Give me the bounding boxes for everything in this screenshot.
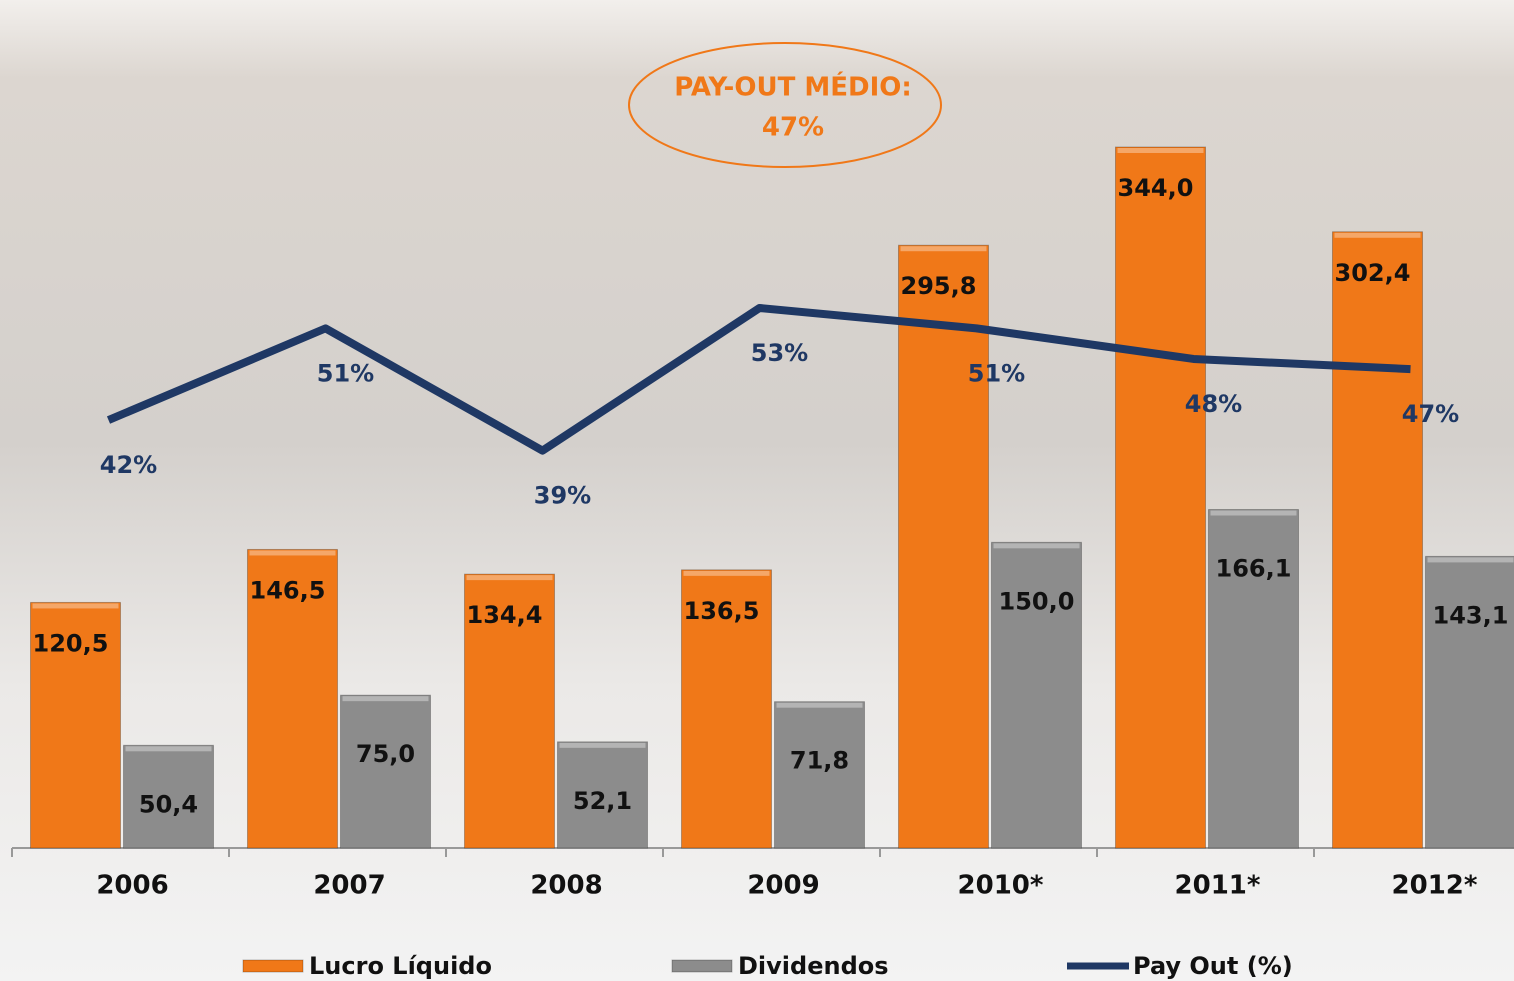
chart: PAY-OUT MÉDIO: 47% 2006 2007 2008 2009 2010*…: [0, 0, 1514, 981]
bar: [899, 245, 989, 848]
bar-highlight: [1118, 148, 1204, 153]
x-tick-label: 2011*: [1175, 871, 1261, 901]
bar-highlight: [250, 550, 336, 555]
bar-highlight: [126, 746, 212, 751]
x-tick-label: 2010*: [958, 871, 1044, 901]
bar-highlight: [560, 743, 646, 748]
bar-value-label: 52,1: [573, 787, 632, 815]
bar: [775, 702, 865, 848]
line-value-label: 53%: [751, 339, 808, 367]
annotation-text: PAY-OUT MÉDIO:: [674, 71, 912, 103]
legend-swatch: [243, 960, 303, 972]
bar-value-label: 143,1: [1433, 601, 1509, 629]
bar-value-label: 302,4: [1335, 259, 1411, 287]
bar-value-label: 136,5: [684, 597, 760, 625]
bar-highlight: [1211, 511, 1297, 516]
bar: [1333, 232, 1423, 848]
line-value-label: 47%: [1402, 400, 1459, 428]
bar-highlight: [777, 703, 863, 708]
bar-value-label: 150,0: [999, 587, 1075, 615]
bar-highlight: [1335, 233, 1421, 238]
bar: [1426, 556, 1514, 848]
bar-highlight: [684, 571, 770, 576]
line-value-label: 39%: [534, 482, 591, 510]
x-tick-label: 2006: [96, 871, 168, 901]
line-value-label: 51%: [317, 359, 374, 387]
bar-value-label: 71,8: [790, 747, 849, 775]
x-tick-label: 2012*: [1392, 871, 1478, 901]
bar-highlight: [1428, 557, 1514, 562]
bar-value-label: 166,1: [1216, 555, 1292, 583]
bar-value-label: 134,4: [467, 601, 543, 629]
bar-value-label: 120,5: [33, 629, 109, 657]
bar-highlight: [467, 575, 553, 580]
x-tick-label: 2007: [313, 871, 385, 901]
legend-swatch: [672, 960, 732, 972]
page: PAY-OUT MÉDIO: 47% 2006 2007 2008 2009 2010*…: [0, 0, 1514, 981]
legend-label: Lucro Líquido: [309, 952, 492, 980]
bar-highlight: [343, 696, 429, 701]
annotation-text: 47%: [762, 113, 824, 143]
line-value-label: 51%: [968, 359, 1025, 387]
bar-highlight: [994, 543, 1080, 548]
bar-value-label: 344,0: [1118, 174, 1194, 202]
bar-value-label: 146,5: [250, 576, 326, 604]
bar: [341, 695, 431, 848]
line-value-label: 48%: [1185, 390, 1242, 418]
x-tick-label: 2009: [747, 871, 819, 901]
bar: [1116, 147, 1206, 848]
bar-value-label: 75,0: [356, 740, 415, 768]
x-tick-label: 2008: [530, 871, 602, 901]
legend-label: Pay Out (%): [1133, 952, 1293, 980]
bar-highlight: [33, 603, 119, 608]
line-value-label: 42%: [100, 451, 157, 479]
bar-value-label: 50,4: [139, 790, 198, 818]
bar-value-label: 295,8: [901, 272, 977, 300]
bar-highlight: [901, 246, 987, 251]
legend-label: Dividendos: [738, 952, 889, 980]
